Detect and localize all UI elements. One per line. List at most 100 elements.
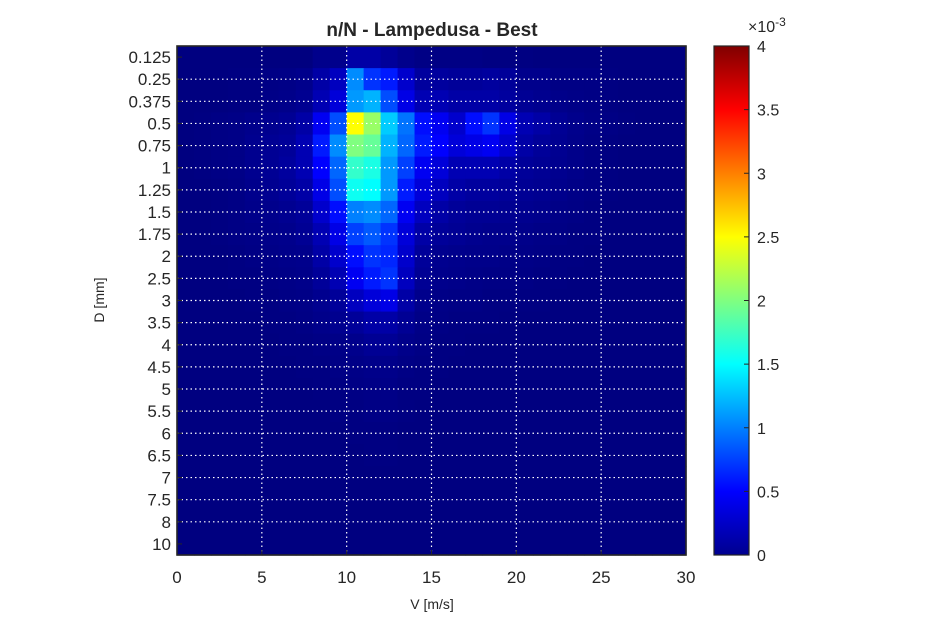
heatmap-cell	[397, 46, 416, 69]
heatmap-cell	[329, 156, 348, 180]
heatmap-cell	[278, 289, 297, 313]
heatmap-cell	[635, 46, 653, 69]
heatmap-cell	[363, 377, 382, 401]
heatmap-cell	[261, 178, 280, 202]
heatmap-cell	[312, 46, 331, 69]
heatmap-cell	[177, 156, 195, 180]
heatmap-cell	[550, 377, 568, 401]
colorbar	[714, 46, 749, 555]
heatmap-cell	[363, 488, 382, 512]
heatmap-cell	[193, 200, 212, 224]
heatmap-cell	[533, 46, 551, 69]
heatmap-cell	[635, 68, 653, 91]
heatmap-cell	[295, 245, 314, 268]
heatmap-cell	[363, 333, 382, 357]
heatmap-cell	[346, 311, 365, 335]
y-tick-label: 1.5	[147, 203, 171, 222]
colorbar-tick-label: 2	[757, 294, 766, 311]
heatmap-cell	[618, 46, 636, 69]
heatmap-cell	[397, 245, 416, 268]
heatmap-cell	[482, 377, 500, 401]
x-tick-label: 0	[172, 568, 181, 587]
heatmap-cell	[567, 223, 585, 246]
heatmap-cell	[261, 134, 280, 158]
heatmap-cell	[516, 68, 534, 91]
heatmap-cell	[618, 400, 636, 423]
heatmap-cell	[618, 532, 636, 556]
heatmap-cell	[363, 156, 382, 180]
heatmap-cell	[482, 156, 500, 180]
heatmap-cell	[193, 422, 212, 445]
heatmap-cell	[414, 444, 433, 468]
heatmap-cell	[652, 333, 670, 357]
heatmap-cell	[193, 90, 212, 113]
heatmap-cell	[499, 112, 517, 136]
heatmap-cell	[397, 134, 416, 158]
heatmap-cell	[499, 68, 517, 91]
heatmap-cell	[652, 68, 670, 91]
heatmap-cell	[295, 156, 314, 180]
heatmap-cell	[482, 178, 500, 202]
heatmap-cell	[261, 200, 280, 224]
heatmap-cell	[567, 112, 585, 136]
heatmap-cell	[652, 223, 670, 246]
heatmap-cell	[329, 355, 348, 379]
heatmap-cell	[414, 466, 433, 490]
heatmap-cell	[414, 311, 433, 335]
heatmap-cell	[278, 532, 297, 556]
heatmap-cell	[567, 267, 585, 291]
heatmap-cell	[210, 444, 229, 468]
heatmap-cell	[363, 90, 382, 113]
heatmap-cell	[652, 377, 670, 401]
heatmap-cell	[295, 400, 314, 423]
heatmap-cell	[584, 289, 602, 313]
heatmap-cell	[635, 112, 653, 136]
heatmap-cell	[193, 333, 212, 357]
heatmap-cell	[635, 400, 653, 423]
colorbar-ticks: 0 0.5 1 1.5 2 2.5 3 3.5 4	[744, 39, 779, 565]
heatmap-cell	[652, 532, 670, 556]
heatmap-cell	[177, 90, 195, 113]
heatmap-cell	[550, 466, 568, 490]
heatmap-cell	[516, 422, 534, 445]
heatmap-cell	[177, 311, 195, 335]
heatmap-cell	[278, 444, 297, 468]
heatmap-cell	[567, 178, 585, 202]
heatmap-cell	[584, 223, 602, 246]
heatmap-cell	[193, 377, 212, 401]
heatmap-cell	[618, 200, 636, 224]
heatmap-cell	[584, 245, 602, 268]
x-tick-label: 30	[677, 568, 696, 587]
heatmap-cell	[397, 377, 416, 401]
heatmap-cell	[177, 466, 195, 490]
heatmap-cell	[210, 377, 229, 401]
heatmap-cell	[363, 46, 382, 69]
heatmap-cell	[482, 200, 500, 224]
heatmap-cell	[329, 178, 348, 202]
heatmap-cell	[635, 377, 653, 401]
heatmap-cell	[499, 311, 517, 335]
heatmap-cell	[177, 68, 195, 91]
heatmap-cell	[278, 178, 297, 202]
heatmap-cell	[397, 267, 416, 291]
heatmap-cell	[482, 400, 500, 423]
heatmap-cell	[329, 466, 348, 490]
heatmap-cell	[346, 333, 365, 357]
heatmap-cell	[550, 90, 568, 113]
heatmap-cell	[431, 377, 450, 401]
colorbar-exponent-power: -3	[775, 15, 786, 29]
heatmap-cell	[210, 289, 229, 313]
heatmap-cell	[380, 532, 399, 556]
heatmap-cell	[448, 46, 467, 69]
heatmap-cell	[397, 223, 416, 246]
heatmap-cell	[210, 223, 229, 246]
heatmap-cell	[278, 200, 297, 224]
heatmap-cell	[652, 134, 670, 158]
heatmap-cell	[550, 134, 568, 158]
heatmap-cell	[499, 90, 517, 113]
heatmap-cell	[295, 289, 314, 313]
heatmap-cell	[516, 311, 534, 335]
heatmap-cell	[516, 532, 534, 556]
heatmap-cell	[482, 68, 500, 91]
heatmap-cell	[618, 466, 636, 490]
